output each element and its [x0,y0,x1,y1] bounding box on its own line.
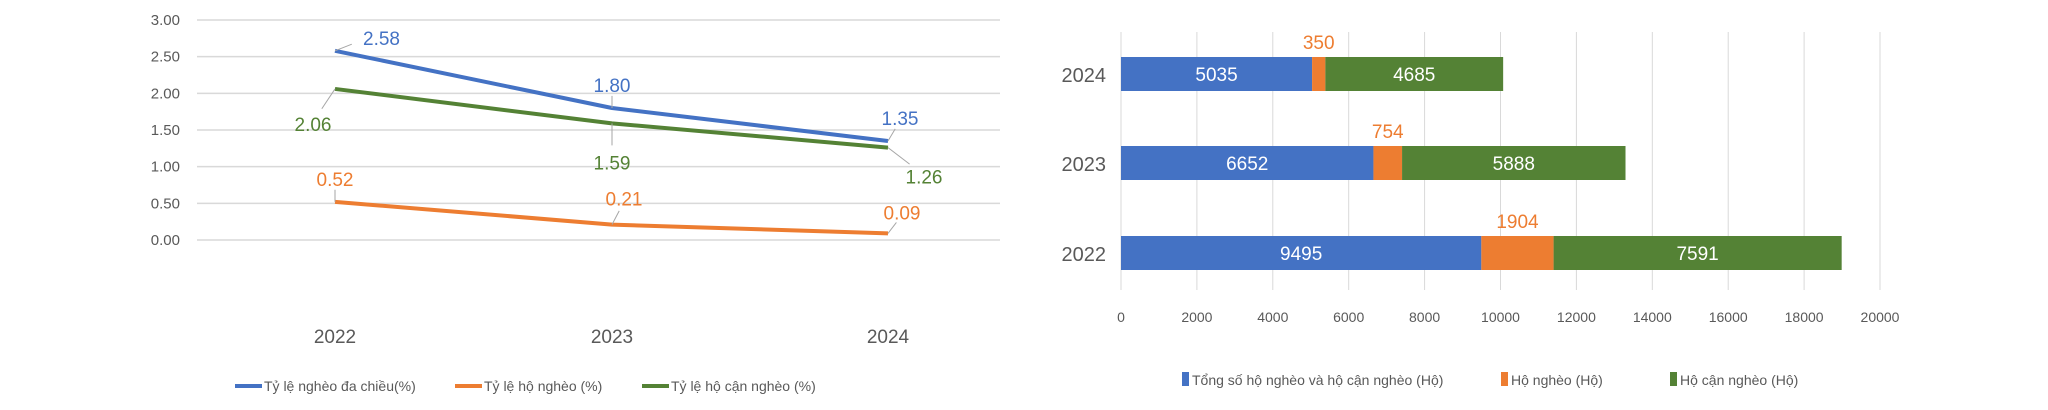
bar-segment [1481,236,1554,270]
legend-label: Tổng số hộ nghèo và hộ cận nghèo (Hộ) [1192,372,1443,388]
bar-segment [1402,146,1626,180]
data-label: 2.06 [295,115,332,136]
bar-segment [1312,57,1326,91]
y-tick-label: 1.00 [151,159,180,176]
leader-line [887,147,910,165]
data-label: 1904 [1496,212,1539,233]
legend-label: Hộ cận nghèo (Hộ) [1680,372,1798,388]
data-label: 6652 [1226,154,1268,175]
leader-line [887,128,896,142]
y-tick-label: 3.00 [151,12,180,29]
y-tick-label: 2.00 [151,85,180,102]
leader-line [334,43,352,52]
y-tick-label: 2024 [1062,65,1107,87]
data-label: 0.52 [317,170,354,191]
legend-swatch [1670,372,1677,386]
data-label: 1.26 [906,168,943,189]
bar-segment [1121,57,1313,91]
x-tick-label: 8000 [1409,309,1440,325]
y-tick-label: 1.50 [151,122,180,139]
x-tick-label: 2024 [867,327,910,348]
leader-line [321,88,336,110]
x-tick-label: 2023 [591,327,633,348]
data-label: 5035 [1195,65,1237,86]
x-tick-label: 20000 [1861,309,1900,325]
data-label: 350 [1303,33,1335,54]
legend-swatch [1501,372,1508,386]
data-label: 9495 [1280,244,1322,265]
data-label: 2.58 [363,29,400,50]
data-label: 754 [1372,122,1404,143]
bar-segment [1121,146,1374,180]
data-label: 0.09 [884,203,921,224]
data-label: 0.21 [606,190,643,211]
bar-segment [1325,57,1504,91]
bar-segment [1373,146,1403,180]
data-label: 1.80 [594,76,631,97]
data-label: 5888 [1493,154,1535,175]
data-label: 4685 [1393,65,1435,86]
x-tick-label: 2022 [314,327,356,348]
legend-swatch [1182,372,1189,386]
data-label: 1.59 [594,153,631,174]
data-label: 1.35 [882,109,919,130]
y-tick-label: 2.50 [151,49,180,66]
bar-segment [1121,236,1482,270]
y-tick-label: 0.50 [151,195,180,212]
legend-label: Tỷ lệ hộ cận nghèo (%) [671,378,816,394]
y-tick-label: 2023 [1062,154,1107,176]
x-tick-label: 14000 [1633,309,1672,325]
x-tick-label: 0 [1117,309,1125,325]
legend-label: Tỷ lệ hộ nghèo (%) [484,378,602,394]
x-tick-label: 18000 [1785,309,1824,325]
x-tick-label: 12000 [1557,309,1596,325]
data-label: 7591 [1676,244,1718,265]
legend-label: Hộ nghèo (Hộ) [1511,372,1603,388]
y-tick-label: 0.00 [151,232,180,249]
x-tick-label: 10000 [1481,309,1520,325]
x-tick-label: 2000 [1181,309,1212,325]
x-tick-label: 6000 [1333,309,1364,325]
leader-line [887,222,897,234]
y-tick-label: 2022 [1062,244,1107,266]
x-tick-label: 4000 [1257,309,1288,325]
bar-segment [1553,236,1842,270]
legend-label: Tỷ lệ nghèo đa chiều(%) [264,378,416,394]
x-tick-label: 16000 [1709,309,1748,325]
leader-line [611,210,620,225]
